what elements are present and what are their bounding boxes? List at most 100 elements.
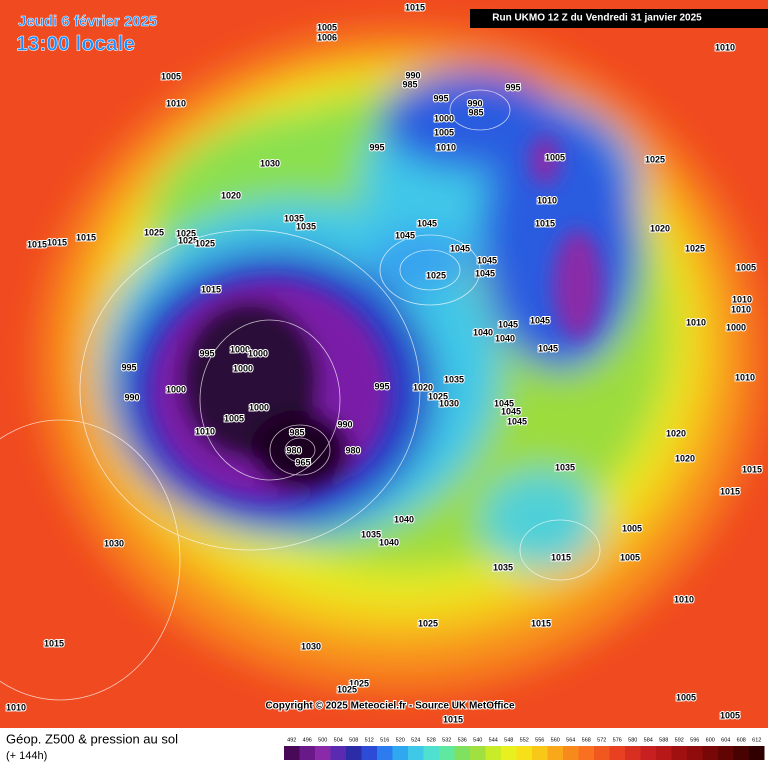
isobar-label: 1045 bbox=[450, 243, 470, 253]
isobar-label: 1045 bbox=[477, 255, 497, 265]
isobar-label: 1025 bbox=[418, 618, 438, 628]
isobar-label: 1005 bbox=[720, 710, 740, 720]
map-title: Jeudi 6 février 2025 bbox=[18, 13, 157, 30]
isobar-label: 1010 bbox=[195, 426, 215, 436]
isobar-label: 1015 bbox=[27, 239, 47, 249]
colorbar-tick-label: 588 bbox=[659, 737, 668, 743]
isobar-label: 1000 bbox=[233, 363, 253, 373]
isobar-label: 1010 bbox=[537, 195, 557, 205]
isobar-label: 1010 bbox=[715, 42, 735, 52]
colorbar-tick-label: 492 bbox=[287, 737, 296, 743]
colorbar-tick-label: 532 bbox=[442, 737, 451, 743]
isobar-label: 1045 bbox=[501, 406, 521, 416]
isobar-label: 1010 bbox=[686, 317, 706, 327]
isobar-label: 1005 bbox=[736, 262, 756, 272]
isobar-label: 965 bbox=[295, 457, 310, 467]
colorbar-tick-label: 572 bbox=[597, 737, 606, 743]
isobar-label: 1010 bbox=[6, 702, 26, 712]
colorbar-swatch bbox=[625, 746, 641, 760]
colorbar-tick-label: 568 bbox=[582, 737, 591, 743]
isobar-label: 1030 bbox=[301, 641, 321, 651]
isobar-label: 1000 bbox=[434, 113, 454, 123]
colorbar-tick-label: 608 bbox=[737, 737, 746, 743]
isobar-label: 1005 bbox=[161, 71, 181, 81]
isobar-label: 1045 bbox=[530, 315, 550, 325]
isobar-label: 1020 bbox=[666, 428, 686, 438]
isobar-label: 1015 bbox=[720, 486, 740, 496]
colorbar-swatch bbox=[346, 746, 362, 760]
isobar-label: 1006 bbox=[317, 32, 337, 42]
isobar-label: 1045 bbox=[395, 230, 415, 240]
legend-lead: (+ 144h) bbox=[6, 750, 47, 762]
isobar-label: 1045 bbox=[494, 398, 514, 408]
colorbar-swatch bbox=[330, 746, 346, 760]
isobar-label: 1020 bbox=[650, 223, 670, 233]
isobar-label: 1000 bbox=[166, 384, 186, 394]
isobar-label: 990 bbox=[337, 419, 352, 429]
isobar-label: 1015 bbox=[76, 232, 96, 242]
isobar-label: 1035 bbox=[444, 374, 464, 384]
colorbar-tick-label: 528 bbox=[427, 737, 436, 743]
colorbar-swatch bbox=[749, 746, 765, 760]
isobar-label: 1045 bbox=[475, 268, 495, 278]
colorbar-swatch bbox=[284, 746, 300, 760]
colorbar-swatch bbox=[501, 746, 517, 760]
isobar-label: 980 bbox=[345, 445, 360, 455]
colorbar-tick-label: 552 bbox=[520, 737, 529, 743]
colorbar-swatch bbox=[361, 746, 377, 760]
isobar-label: 1035 bbox=[555, 462, 575, 472]
colorbar-tick-label: 516 bbox=[380, 737, 389, 743]
isobar-label: 1030 bbox=[104, 538, 124, 548]
isobar-label: 995 bbox=[369, 142, 384, 152]
isobar-label: 1005 bbox=[434, 127, 454, 137]
isobar-label: 1005 bbox=[620, 552, 640, 562]
colorbar-tick-label: 496 bbox=[303, 737, 312, 743]
colorbar-tick-label: 584 bbox=[644, 737, 653, 743]
map-field bbox=[0, 0, 768, 728]
isobar-label: 995 bbox=[433, 93, 448, 103]
colorbar-tick-label: 576 bbox=[613, 737, 622, 743]
isobar-label: 1000 bbox=[726, 322, 746, 332]
colorbar-swatch bbox=[377, 746, 393, 760]
colorbar-swatch bbox=[671, 746, 687, 760]
isobar-label: 1025 bbox=[645, 154, 665, 164]
isobar-label: 995 bbox=[121, 362, 136, 372]
colorbar-swatch bbox=[392, 746, 408, 760]
colorbar-swatch bbox=[609, 746, 625, 760]
isobar-label: 1015 bbox=[551, 552, 571, 562]
colorbar-tick-label: 604 bbox=[721, 737, 730, 743]
isobar-label: 1045 bbox=[538, 343, 558, 353]
colorbar-tick-label: 564 bbox=[566, 737, 575, 743]
isobar-label: 1025 bbox=[178, 235, 198, 245]
isobar-label: 1010 bbox=[735, 372, 755, 382]
isobar-label: 995 bbox=[199, 348, 214, 358]
isobar-label: 1040 bbox=[495, 333, 515, 343]
isobar-label: 1025 bbox=[426, 270, 446, 280]
isobar-label: 1025 bbox=[428, 391, 448, 401]
colorbar-tick-label: 596 bbox=[690, 737, 699, 743]
isobar-label: 1025 bbox=[195, 238, 215, 248]
isobar-label: 1025 bbox=[337, 684, 357, 694]
isobar-label: 1010 bbox=[732, 294, 752, 304]
isobar-label: 1045 bbox=[498, 319, 518, 329]
isobar-label: 1010 bbox=[731, 304, 751, 314]
colorbar-swatch bbox=[454, 746, 470, 760]
isobar-label: 1025 bbox=[144, 227, 164, 237]
isobar-label: 1000 bbox=[230, 344, 250, 354]
colorbar-tick-label: 500 bbox=[318, 737, 327, 743]
copyright: Copyright © 2025 Meteociel.fr - Source U… bbox=[265, 701, 515, 712]
isobar-label: 1020 bbox=[413, 382, 433, 392]
isobar-label: 1015 bbox=[405, 2, 425, 12]
colorbar-swatch bbox=[563, 746, 579, 760]
colorbar-swatch bbox=[408, 746, 424, 760]
colorbar-swatch bbox=[578, 746, 594, 760]
colorbar-tick-label: 520 bbox=[396, 737, 405, 743]
isobar-label: 1025 bbox=[685, 243, 705, 253]
isobar-label: 1010 bbox=[674, 594, 694, 604]
colorbar-tick-label: 508 bbox=[349, 737, 358, 743]
colorbar-tick-label: 548 bbox=[504, 737, 513, 743]
colorbar-tick-label: 512 bbox=[365, 737, 374, 743]
isobar-label: 990 bbox=[405, 70, 420, 80]
colorbar-swatch bbox=[423, 746, 439, 760]
